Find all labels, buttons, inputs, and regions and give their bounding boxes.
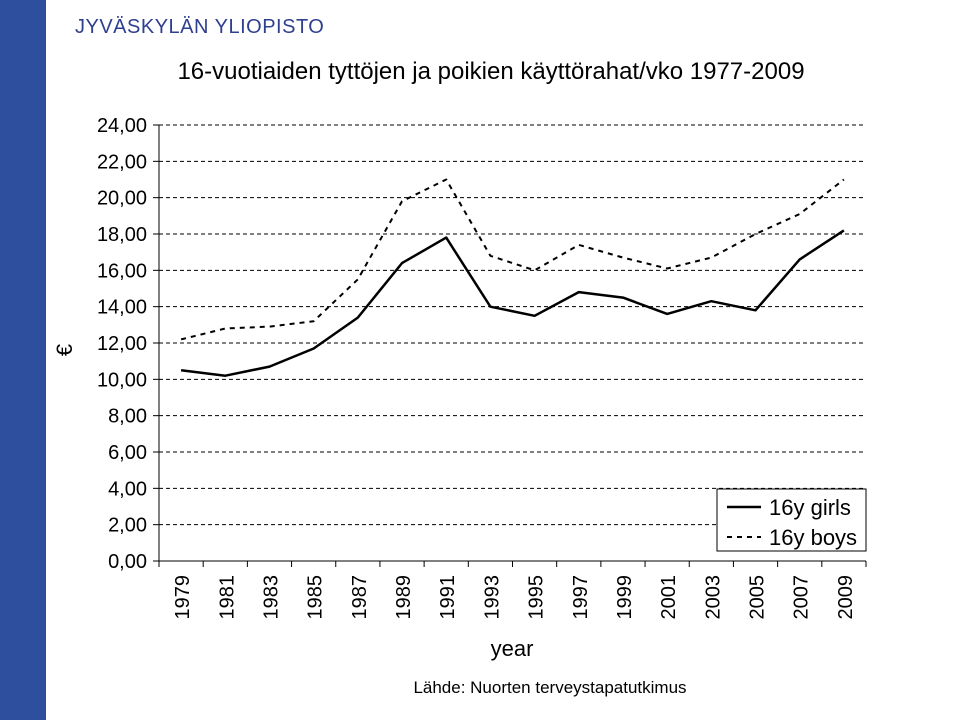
source-note: Lähde: Nuorten terveystapatutkimus — [413, 678, 687, 697]
x-tick-label: 2001 — [658, 575, 680, 620]
legend-label: 16y girls — [769, 495, 851, 520]
y-tick-label: 16,00 — [97, 260, 147, 282]
y-tick-label: 6,00 — [108, 442, 147, 464]
y-tick-label: 12,00 — [97, 333, 147, 355]
y-tick-label: 24,00 — [97, 115, 147, 137]
x-tick-label: 1989 — [393, 575, 415, 620]
y-tick-label: 8,00 — [108, 406, 147, 428]
x-tick-label: 1999 — [614, 575, 636, 620]
y-tick-label: 22,00 — [97, 151, 147, 173]
x-tick-label: 2007 — [791, 575, 813, 620]
legend-label: 16y boys — [769, 525, 857, 550]
series-line-boys — [180, 178, 845, 341]
y-tick-label: 20,00 — [97, 188, 147, 210]
university-name: JYVÄSKYLÄN YLIOPISTO — [75, 16, 325, 38]
x-tick-label: 1983 — [260, 575, 282, 620]
x-tick-label: 1985 — [305, 575, 327, 620]
x-tick-label: 1987 — [349, 575, 371, 620]
x-tick-label: 1997 — [570, 575, 592, 620]
x-tick-label: 1991 — [437, 575, 459, 620]
y-tick-label: 18,00 — [97, 224, 147, 246]
left-brand-band — [0, 0, 46, 720]
y-tick-label: 4,00 — [108, 478, 147, 500]
x-axis-label: year — [491, 636, 534, 661]
series-line-girls — [180, 229, 845, 377]
legend-box — [716, 488, 867, 552]
x-tick-label: 1993 — [481, 575, 503, 620]
x-tick-label: 2003 — [702, 575, 724, 620]
chart-title: 16-vuotiaiden tyttöjen ja poikien käyttö… — [177, 58, 805, 85]
x-tick-label: 1995 — [526, 575, 548, 620]
y-tick-label: 10,00 — [97, 369, 147, 391]
x-tick-label: 2005 — [747, 575, 769, 620]
y-axis-label: € — [52, 344, 77, 356]
x-tick-label: 2009 — [835, 575, 857, 620]
x-tick-label: 1979 — [172, 575, 194, 620]
y-tick-label: 2,00 — [108, 515, 147, 537]
y-tick-label: 14,00 — [97, 297, 147, 319]
x-tick-label: 1981 — [216, 575, 238, 620]
y-tick-label: 0,00 — [108, 551, 147, 573]
